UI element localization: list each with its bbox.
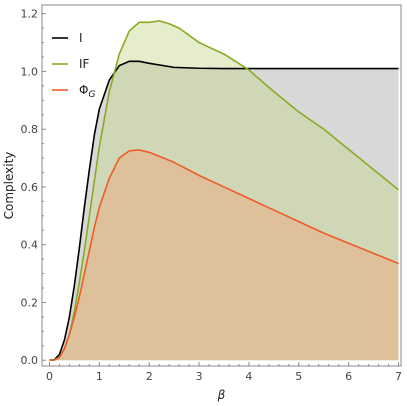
y-axis-label: Complexity <box>2 152 16 220</box>
series-line-i <box>49 60 399 362</box>
legend: I IF ΦG <box>52 31 95 100</box>
y-tick-label: 0.6 <box>21 181 39 194</box>
x-axis-ticks: 0 1 2 3 4 5 6 7 <box>46 362 402 383</box>
y-tick-label: 1.2 <box>21 8 39 21</box>
legend-subscript: G <box>88 90 95 100</box>
legend-label-i: I <box>79 31 83 45</box>
legend-label-if: IF <box>79 57 90 71</box>
x-tick-label: 2 <box>146 370 153 383</box>
y-tick-label: 0.0 <box>21 354 39 367</box>
series-area-if <box>49 20 399 361</box>
x-tick-label: 1 <box>96 370 103 383</box>
series-fills <box>49 20 399 361</box>
series-area-phi-g <box>49 149 399 361</box>
x-tick-label: 0 <box>46 370 53 383</box>
y-tick-label: 0.2 <box>21 296 39 309</box>
series-area-i <box>49 61 399 361</box>
x-tick-label: 7 <box>395 370 402 383</box>
legend-label-phi-g: ΦG <box>79 83 95 100</box>
series-lines <box>49 20 400 362</box>
series-line-if <box>49 20 400 362</box>
series-line-phi-g <box>49 149 399 362</box>
y-tick-label: 0.4 <box>21 239 39 252</box>
y-tick-label: 1.0 <box>21 65 39 78</box>
x-tick-label: 3 <box>196 370 203 383</box>
x-tick-label: 6 <box>345 370 352 383</box>
x-tick-label: 4 <box>245 370 252 383</box>
y-axis-ticks: 0.0 0.2 0.4 0.6 0.8 1.0 1.2 <box>21 8 46 367</box>
plot-frame <box>41 4 402 367</box>
x-tick-label: 5 <box>295 370 302 383</box>
x-axis-label: β <box>217 388 226 402</box>
y-tick-label: 0.8 <box>21 123 39 136</box>
